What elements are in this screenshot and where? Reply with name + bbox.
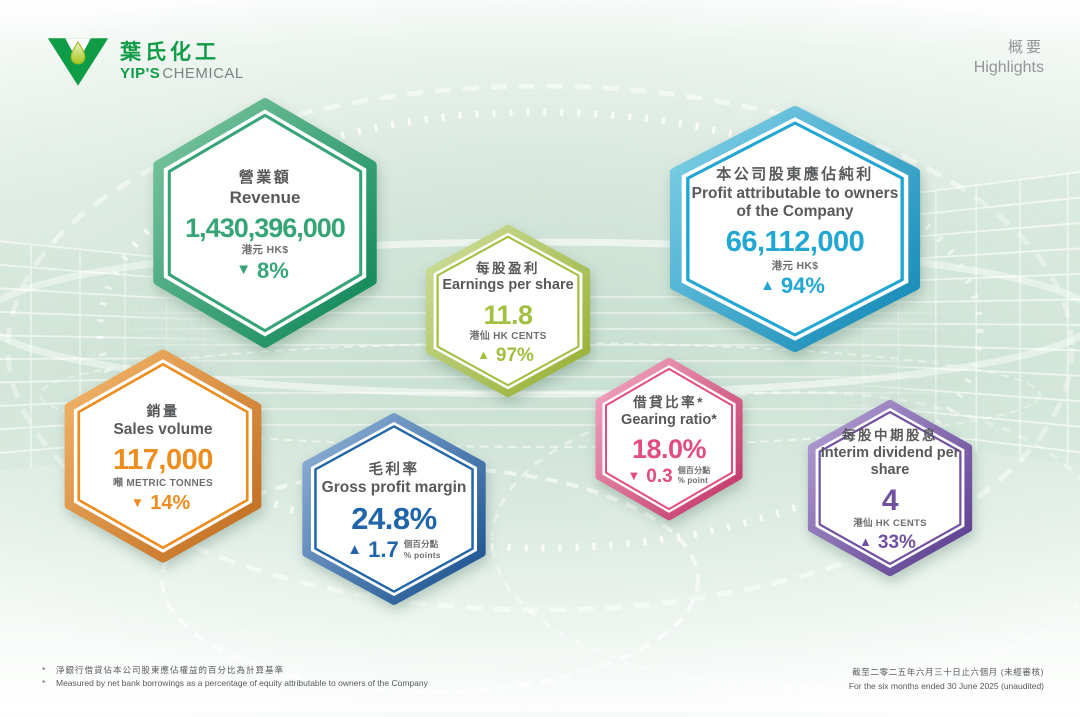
badge-value: 66,112,000	[725, 226, 865, 259]
badge-content: 毛利率 Gross profit margin 24.8% ▲ 1.7 個百分點…	[298, 410, 490, 608]
badge-gearing-ratio: 借貸比率* Gearing ratio* 18.0% ▼ 0.3 個百分點 % …	[592, 355, 746, 523]
badge-change: ▼ 14%	[131, 493, 196, 513]
change-arrow-icon: ▼	[627, 467, 641, 483]
badge-title-en: Interim dividend per share	[820, 444, 960, 478]
badge-value: 11.8	[483, 299, 533, 330]
badge-title-cn: 借貸比率*	[633, 394, 705, 410]
logo-name-chinese: 葉氏化工	[120, 41, 220, 64]
page-title-english: Highlights	[973, 58, 1044, 76]
change-suffix-en: % point	[677, 476, 708, 486]
change-suffix: 個百分點 % points	[404, 539, 441, 560]
badge-value: 18.0%	[631, 433, 707, 464]
period-chinese: 截至二零二五年六月三十日止六個月 (未經審核)	[852, 667, 1044, 677]
period-english: For the six months ended 30 June 2025 (u…	[848, 680, 1044, 691]
footnote-english: * Measured by net bank borrowings as a p…	[42, 677, 428, 690]
change-value: 94%	[780, 273, 825, 299]
badge-title-cn: 本公司股東應佔純利	[716, 165, 874, 183]
badge-title-cn: 每股盈利	[476, 260, 540, 276]
footnote-marker: *	[42, 665, 46, 675]
logo-name-english: YIP'S CHEMICAL	[120, 65, 244, 82]
badge-title-cn: 銷量	[146, 403, 180, 420]
badge-content: 營業額 Revenue 1,430,396,000 港元 HK$ ▼ 8%	[148, 94, 382, 352]
badge-gross-profit-margin: 毛利率 Gross profit margin 24.8% ▲ 1.7 個百分點…	[298, 410, 490, 608]
change-suffix: 個百分點 % point	[678, 466, 711, 486]
change-value: 1.7	[368, 536, 399, 562]
badge-title-en: Gross profit margin	[321, 478, 467, 496]
change-arrow-icon: ▼	[236, 261, 251, 279]
badge-profit: 本公司股東應佔純利 Profit attributable to owners …	[664, 102, 926, 356]
badge-change: ▲ 33%	[859, 533, 921, 552]
change-arrow-icon: ▲	[347, 540, 363, 558]
change-arrow-icon: ▼	[130, 494, 145, 510]
badge-sales-volume: 銷量 Sales volume 117,000 噸 METRIC TONNES …	[60, 346, 266, 566]
badge-change: ▲ 97%	[477, 346, 539, 365]
change-value: 33%	[877, 531, 916, 553]
change-suffix-en: % points	[403, 549, 441, 560]
badge-title-en: Gearing ratio*	[621, 411, 717, 428]
badge-revenue: 營業額 Revenue 1,430,396,000 港元 HK$ ▼ 8%	[148, 94, 382, 352]
badge-title-cn: 營業額	[238, 168, 292, 186]
badge-unit: 港仙 HK CENTS	[853, 518, 927, 530]
badge-change: ▲ 94%	[760, 275, 830, 297]
badge-value: 1,430,396,000	[185, 212, 346, 243]
badge-title-en: Revenue	[229, 187, 301, 207]
badge-change: ▼ 8%	[236, 257, 294, 283]
badge-value: 117,000	[113, 444, 213, 477]
badge-interim-dividend: 每股中期股息 Interim dividend per share 4 港仙 H…	[804, 397, 976, 579]
change-value: 0.3	[646, 465, 673, 487]
logo-triangle-drop-icon	[47, 38, 109, 86]
change-suffix-cn: 個百分點	[403, 539, 439, 550]
badge-content: 本公司股東應佔純利 Profit attributable to owners …	[664, 102, 926, 356]
badge-value: 4	[881, 483, 899, 517]
change-value: 14%	[150, 491, 191, 514]
badge-value: 24.8%	[351, 501, 437, 537]
badge-content: 銷量 Sales volume 117,000 噸 METRIC TONNES …	[60, 346, 266, 566]
change-value: 97%	[495, 344, 534, 366]
badge-title-en: Sales volume	[113, 420, 213, 438]
change-suffix-cn: 個百分點	[677, 466, 711, 476]
badge-unit: 港仙 HK CENTS	[469, 330, 547, 342]
change-arrow-icon: ▲	[477, 346, 490, 362]
badge-change: ▲ 1.7 個百分點 % points	[347, 536, 441, 562]
page-title-chinese: 概要	[1007, 39, 1044, 56]
badge-unit: 港元 HK$	[771, 259, 819, 272]
company-logo: 葉氏化工 YIP'S CHEMICAL	[46, 36, 244, 88]
footnote-chinese: * 淨銀行借貸佔本公司股東應佔權益的百分比為計算基準	[42, 664, 428, 677]
logo-text: 葉氏化工 YIP'S CHEMICAL	[120, 36, 244, 81]
badge-change: ▼ 0.3 個百分點 % point	[627, 466, 710, 486]
reporting-period: 截至二零二五年六月三十日止六個月 (未經審核) For the six mont…	[849, 666, 1044, 693]
badge-unit: 噸 METRIC TONNES	[113, 477, 213, 489]
change-arrow-icon: ▲	[859, 533, 872, 549]
badge-title-cn: 每股中期股息	[842, 427, 938, 443]
badge-content: 每股中期股息 Interim dividend per share 4 港仙 H…	[804, 397, 976, 579]
change-value: 8%	[257, 257, 289, 283]
badge-content: 每股盈利 Earnings per share 11.8 港仙 HK CENTS…	[422, 222, 594, 400]
change-arrow-icon: ▲	[760, 276, 775, 294]
badge-earnings-per-share: 每股盈利 Earnings per share 11.8 港仙 HK CENTS…	[422, 222, 594, 400]
badge-title-en: Earnings per share	[442, 277, 574, 294]
badge-unit: 港元 HK$	[241, 244, 289, 256]
footnotes: * 淨銀行借貸佔本公司股東應佔權益的百分比為計算基準 * Measured by…	[42, 664, 428, 690]
badge-content: 借貸比率* Gearing ratio* 18.0% ▼ 0.3 個百分點 % …	[592, 355, 746, 523]
badge-title-cn: 毛利率	[368, 461, 420, 478]
page-title: 概要 Highlights	[974, 38, 1044, 78]
footnote-marker: *	[42, 678, 46, 689]
badge-title-en: Profit attributable to owners of the Com…	[691, 184, 899, 220]
